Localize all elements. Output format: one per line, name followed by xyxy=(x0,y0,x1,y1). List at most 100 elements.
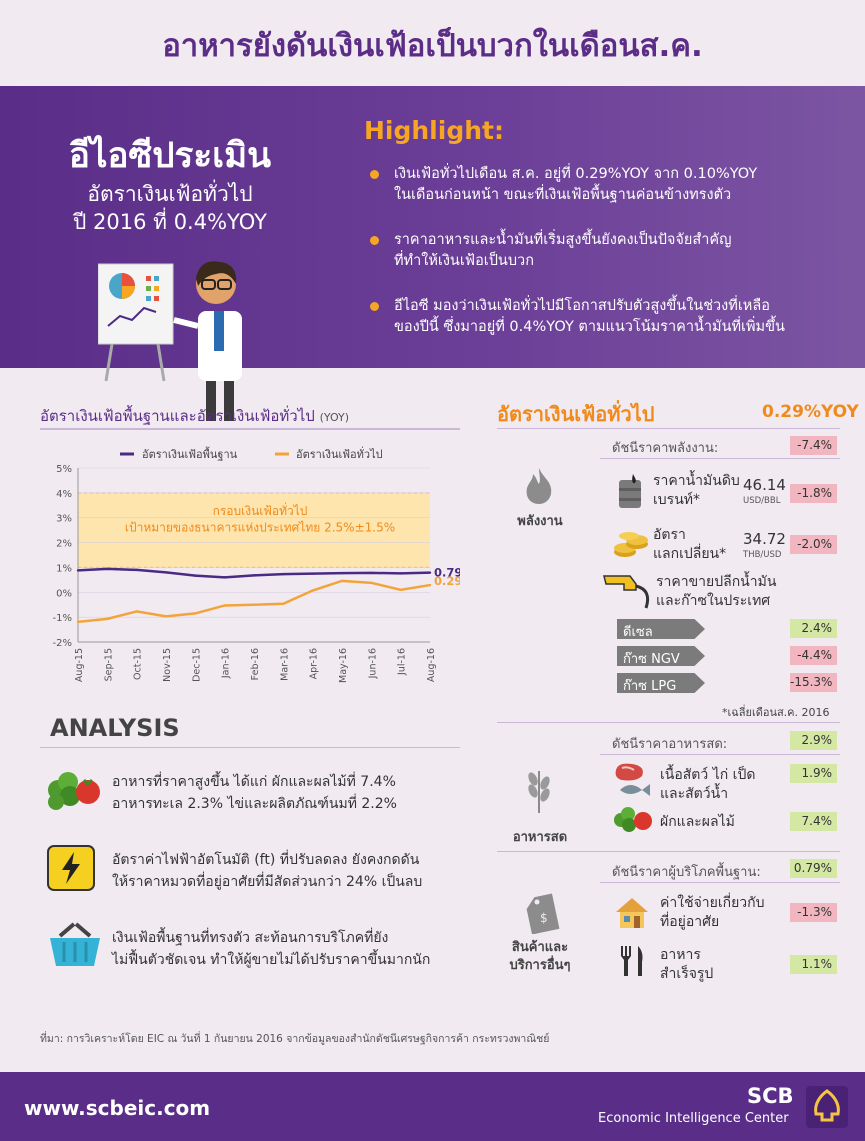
crude-oil-price: 46.14 xyxy=(743,476,786,494)
hero-title: อีไอซีประเมิน xyxy=(68,136,272,176)
x-tick-label: Mar-16 xyxy=(279,648,290,681)
data-point xyxy=(135,610,138,613)
x-tick-label: Apr-16 xyxy=(309,648,320,679)
bullet-icon xyxy=(370,170,379,179)
y-tick-label: 1% xyxy=(56,563,72,574)
divider xyxy=(497,428,840,429)
x-tick-label: Aug-16 xyxy=(426,648,437,682)
headline-inflation-value: 0.29%YOY xyxy=(762,402,859,422)
fresh-food-index-label: ดัชนีราคาอาหารสด: xyxy=(612,737,728,752)
footer: www.scbeic.com SCB Economic Intelligence… xyxy=(0,1072,865,1141)
meat-value: 1.9% xyxy=(790,764,837,783)
data-point xyxy=(370,571,373,575)
fresh-food-category-label: อาหารสด xyxy=(512,830,568,845)
crude-oil-label: ราคาน้ำมันดิบ เบรนท์* xyxy=(653,473,740,508)
data-point xyxy=(370,581,373,585)
data-point xyxy=(223,604,226,607)
data-point xyxy=(106,567,109,571)
housing-label: ค่าใช้จ่ายเกี่ยวกับ ที่อยู่อาศัย xyxy=(660,895,765,930)
brand-name: SCB xyxy=(747,1084,794,1108)
x-tick-label: Aug-15 xyxy=(74,648,85,682)
data-point xyxy=(428,583,432,587)
series-line-1 xyxy=(77,579,431,624)
hero-banner: อีไอซีประเมิน อัตราเงินเฟ้อทั่วไป ปี 201… xyxy=(0,86,865,421)
ready-meals-label: อาหาร สำเร็จรูป xyxy=(660,947,714,982)
y-tick-label: -1% xyxy=(53,613,72,624)
y-tick-label: 5% xyxy=(56,464,72,475)
x-tick-label: Sep-15 xyxy=(103,648,114,681)
coins-icon xyxy=(614,532,648,557)
meat-label: เนื้อสัตว์ ไก่ เป็ด และสัตว์น้ำ xyxy=(660,767,756,802)
shopping-basket-icon xyxy=(50,922,100,966)
price-tag-icon: $ xyxy=(526,893,560,934)
electricity-icon xyxy=(47,845,95,891)
retail-fuel-label: ราคาขายปลีกน้ำมัน และก๊าซในประเทศ xyxy=(656,574,777,609)
crude-oil-unit: USD/BBL xyxy=(743,496,781,506)
divider xyxy=(40,747,460,748)
data-point xyxy=(282,572,285,576)
highlight-item: อีไอซี มองว่าเงินเฟ้อทั่วไปมีโอกาสปรับตั… xyxy=(370,296,834,338)
exchange-rate-unit: THB/USD xyxy=(743,550,782,560)
diesel-label: ดีเซล xyxy=(617,619,705,639)
title-bar: อาหารยังดันเงินเฟ้อเป็นบวกในเดือนส.ค. xyxy=(0,0,865,88)
scb-logo-icon xyxy=(806,1086,848,1128)
crude-oil-change: -1.8% xyxy=(790,484,837,503)
headline-inflation-title: อัตราเงินเฟ้อทั่วไป xyxy=(497,402,655,426)
highlight-title: Highlight: xyxy=(364,116,504,145)
analysis-item: เงินเฟ้อพื้นฐานที่ทรงตัว สะท้อนการบริโภค… xyxy=(112,930,431,968)
exchange-rate-value: 34.72 xyxy=(743,530,786,548)
core-index-label: ดัชนีราคาผู้บริโภคพื้นฐาน: xyxy=(612,865,761,880)
end-value-label: 0.29% xyxy=(434,574,460,588)
ngv-label: ก๊าซ NGV xyxy=(617,646,705,666)
source-footnote: ที่มา: การวิเคราะห์โดย EIC ณ วันที่ 1 กั… xyxy=(40,1033,550,1045)
energy-index-label: ดัชนีราคาพลังงาน: xyxy=(612,441,719,456)
housing-value: -1.3% xyxy=(790,903,837,922)
presenter-illustration xyxy=(98,261,242,421)
energy-index-value: -7.4% xyxy=(790,436,837,455)
data-point xyxy=(252,574,256,577)
average-note: *เฉลี่ยเดือนส.ค. 2016 xyxy=(722,706,830,719)
svg-text:$: $ xyxy=(540,911,548,925)
data-point xyxy=(164,615,168,618)
fuel-nozzle-icon xyxy=(603,575,650,609)
hero-subtitle-2: ปี 2016 ที่ 0.4%YOY xyxy=(73,210,267,234)
website-link[interactable]: www.scbeic.com xyxy=(24,1096,211,1120)
highlight-item: ราคาอาหารและน้ำมันที่เริ่มสูงขึ้นยังคงเป… xyxy=(370,230,834,272)
hero-subtitle-1: อัตราเงินเฟ้อทั่วไป xyxy=(87,182,253,206)
x-tick-label: May-16 xyxy=(338,648,349,683)
y-tick-label: 3% xyxy=(56,514,72,525)
x-tick-label: Nov-15 xyxy=(162,648,173,682)
vegetables-value: 7.4% xyxy=(790,812,837,831)
data-point xyxy=(76,569,80,572)
data-point xyxy=(428,571,432,574)
meat-fish-icon xyxy=(615,763,650,796)
oil-barrel-icon xyxy=(619,474,641,508)
data-point xyxy=(340,571,344,575)
x-tick-label: Dec-15 xyxy=(191,648,202,682)
data-point xyxy=(194,612,197,615)
divider xyxy=(600,458,840,459)
ready-meals-value: 1.1% xyxy=(790,955,837,974)
end-value-label: 0.79% xyxy=(434,566,460,580)
legend-label-core: อัตราเงินเฟ้อพื้นฐาน xyxy=(142,446,238,461)
x-tick-label: Jan-16 xyxy=(221,648,232,679)
data-point xyxy=(223,576,226,579)
analysis-item: อาหารที่ราคาสูงขึ้น ได้แก่ ผักและผลไม้ที… xyxy=(112,774,397,812)
band-label-2: เป้าหมายของธนาคารแห่งประเทศไทย 2.5%±1.5% xyxy=(125,520,395,534)
data-point xyxy=(399,572,402,575)
data-point xyxy=(194,574,197,577)
lpg-label: ก๊าซ LPG xyxy=(617,673,705,693)
vegetables-icon xyxy=(48,772,100,810)
divider xyxy=(600,754,840,755)
y-tick-label: 2% xyxy=(56,539,72,550)
data-point xyxy=(311,589,314,592)
bullet-icon xyxy=(370,302,379,311)
legend-label-headline: อัตราเงินเฟ้อทั่วไป xyxy=(296,446,383,461)
data-point xyxy=(106,617,109,621)
energy-category-label: พลังงาน xyxy=(517,514,563,529)
divider xyxy=(497,851,840,852)
inflation-line-chart: อัตราเงินเฟ้อพื้นฐาน อัตราเงินเฟ้อทั่วไป… xyxy=(53,446,460,683)
diesel-value: 2.4% xyxy=(790,619,837,638)
x-tick-label: Feb-16 xyxy=(250,648,261,680)
analysis-item: อัตราค่าไฟฟ้าอัตโนมัติ (ft) ที่ปรับลดลง … xyxy=(112,852,423,890)
